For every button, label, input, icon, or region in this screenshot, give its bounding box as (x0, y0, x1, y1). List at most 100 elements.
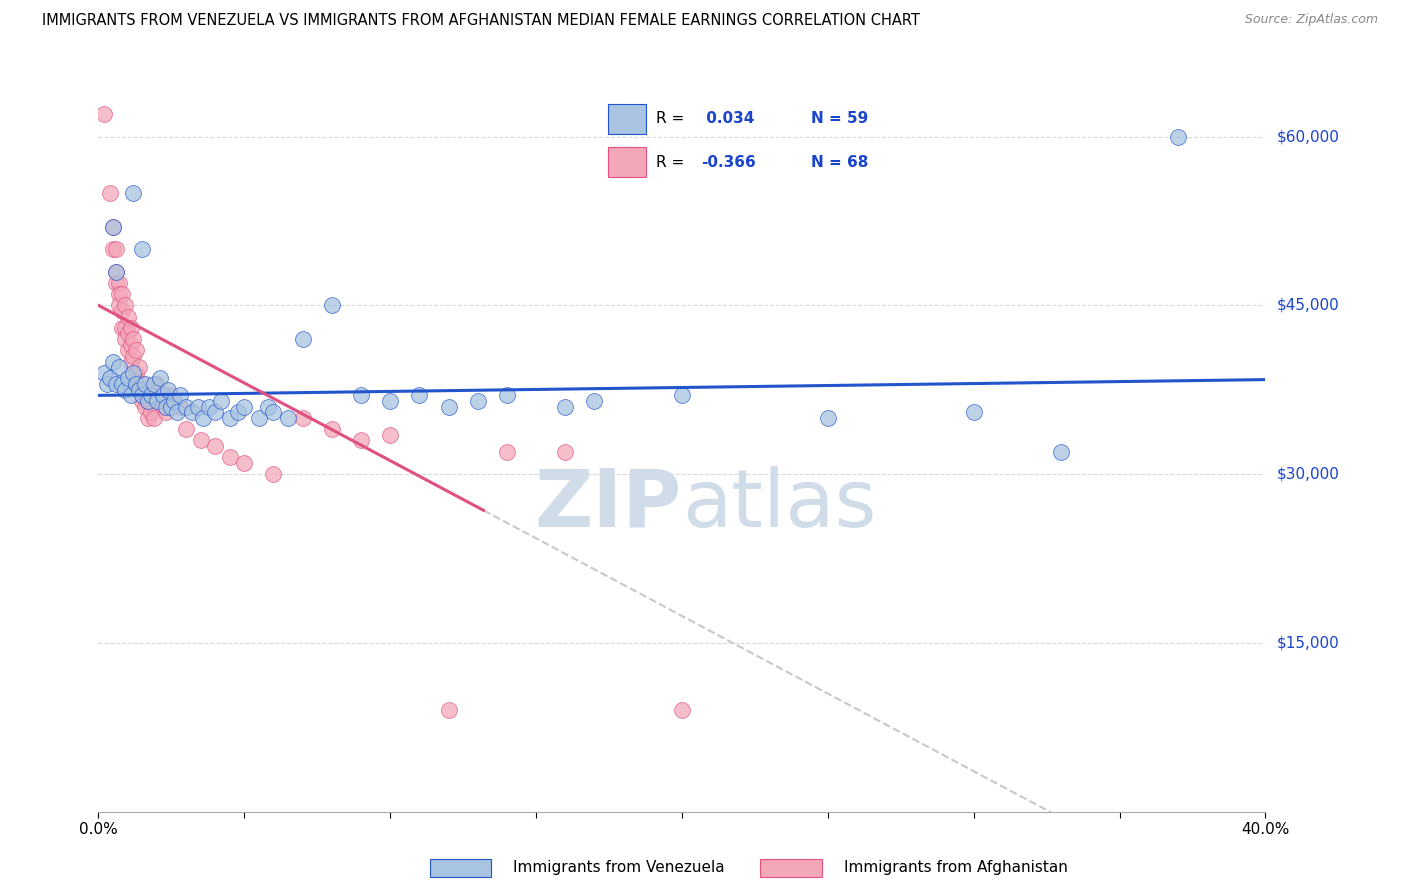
Point (155, 405, 177, 419)
Point (114, 298, 136, 312)
Point (554, 400, 576, 414)
Point (146, 394, 169, 409)
Point (142, 377, 165, 392)
Point (169, 388, 191, 402)
Point (125, 377, 148, 392)
Point (98, 186, 121, 200)
Point (96, 377, 118, 392)
Point (180, 405, 202, 419)
Point (122, 366, 145, 380)
Point (134, 388, 156, 402)
Point (111, 287, 134, 301)
Point (671, 388, 693, 402)
Point (495, 388, 517, 402)
Text: R =: R = (657, 154, 689, 169)
Point (117, 343, 139, 358)
Point (120, 321, 142, 335)
Text: Immigrants from Afghanistan: Immigrants from Afghanistan (844, 861, 1067, 875)
Point (101, 354, 124, 368)
Point (111, 321, 134, 335)
Point (160, 388, 183, 402)
Point (262, 405, 284, 419)
Point (321, 298, 343, 312)
Point (204, 439, 226, 453)
Point (139, 388, 162, 402)
Point (108, 276, 131, 290)
Point (125, 377, 148, 392)
Point (350, 434, 373, 448)
Point (93, 366, 115, 380)
Point (218, 450, 240, 465)
Point (209, 394, 232, 409)
Point (131, 394, 153, 409)
Point (190, 434, 212, 448)
FancyBboxPatch shape (607, 147, 645, 177)
Text: -0.366: -0.366 (700, 154, 755, 169)
Point (218, 410, 240, 425)
Point (104, 276, 127, 290)
Point (136, 394, 159, 409)
Point (204, 405, 226, 419)
Text: $15,000: $15,000 (1277, 635, 1340, 650)
Point (122, 349, 145, 363)
Point (277, 410, 299, 425)
Point (131, 377, 153, 392)
Point (437, 400, 460, 414)
Text: 0.034: 0.034 (700, 112, 754, 127)
Point (169, 400, 191, 414)
Point (104, 377, 127, 392)
Point (101, 242, 124, 256)
Point (174, 422, 197, 436)
Text: R =: R = (657, 112, 689, 127)
Point (378, 427, 402, 442)
Point (120, 388, 142, 402)
Point (437, 703, 460, 717)
Point (1167, 129, 1189, 144)
Point (125, 343, 148, 358)
Text: ZIP: ZIP (534, 466, 682, 543)
Point (247, 410, 270, 425)
Point (122, 332, 145, 346)
Point (198, 400, 221, 414)
Point (291, 332, 314, 346)
Point (350, 388, 373, 402)
Point (163, 394, 186, 409)
Point (228, 405, 250, 419)
Point (495, 444, 517, 458)
Point (193, 410, 215, 425)
Point (111, 304, 134, 318)
Bar (759, 858, 821, 878)
Point (104, 264, 127, 278)
Text: $60,000: $60,000 (1277, 129, 1340, 144)
Point (583, 394, 606, 409)
Point (98, 371, 121, 385)
Point (122, 186, 145, 200)
Point (125, 366, 148, 380)
Point (117, 371, 139, 385)
Point (101, 219, 124, 234)
Point (108, 360, 131, 375)
Point (117, 326, 139, 341)
Point (817, 410, 839, 425)
Text: $45,000: $45,000 (1277, 298, 1340, 313)
Point (120, 354, 142, 368)
Point (134, 400, 156, 414)
Point (233, 456, 256, 470)
Point (131, 242, 153, 256)
Point (291, 410, 314, 425)
Point (120, 337, 142, 351)
Point (93, 107, 115, 121)
Point (554, 444, 576, 458)
Point (174, 400, 197, 414)
Point (114, 321, 136, 335)
Point (142, 410, 165, 425)
Point (321, 422, 343, 436)
Point (139, 405, 162, 419)
Text: IMMIGRANTS FROM VENEZUELA VS IMMIGRANTS FROM AFGHANISTAN MEDIAN FEMALE EARNINGS : IMMIGRANTS FROM VENEZUELA VS IMMIGRANTS … (42, 13, 920, 29)
Point (104, 264, 127, 278)
Text: N = 59: N = 59 (811, 112, 869, 127)
Point (962, 405, 984, 419)
Point (128, 383, 150, 397)
Point (233, 400, 256, 414)
Text: Immigrants from Venezuela: Immigrants from Venezuela (513, 861, 725, 875)
